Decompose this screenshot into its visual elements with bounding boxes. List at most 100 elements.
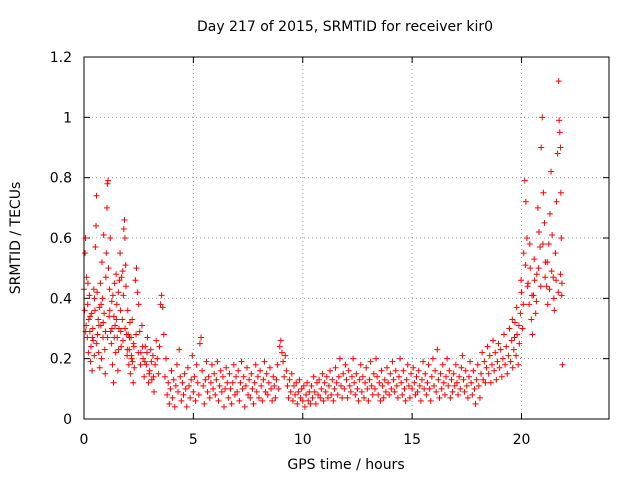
data-point — [175, 388, 182, 395]
data-point — [394, 394, 401, 401]
data-point — [105, 177, 112, 184]
data-point — [161, 373, 168, 380]
data-point — [158, 292, 165, 299]
data-point — [93, 340, 100, 347]
data-point — [293, 379, 300, 386]
y-tick-label: 0.6 — [50, 231, 72, 247]
data-point — [299, 397, 306, 404]
data-point — [163, 355, 170, 362]
data-point — [320, 397, 327, 404]
data-point — [117, 328, 124, 335]
data-point — [184, 364, 191, 371]
data-point — [402, 397, 409, 404]
data-point — [364, 385, 371, 392]
data-point — [381, 376, 388, 383]
data-point — [98, 355, 105, 362]
data-point — [97, 280, 104, 287]
data-point — [495, 340, 502, 347]
data-point — [537, 283, 544, 290]
data-point — [531, 256, 538, 263]
data-point — [215, 397, 222, 404]
data-point — [146, 370, 153, 377]
data-point — [550, 274, 557, 281]
x-tick-label: 5 — [189, 432, 198, 448]
x-tick-label: 0 — [80, 432, 89, 448]
data-point — [118, 274, 125, 281]
data-point — [306, 388, 313, 395]
data-point — [153, 337, 160, 344]
data-point — [131, 364, 138, 371]
data-point — [470, 367, 477, 374]
data-point — [130, 379, 137, 386]
data-point — [94, 289, 101, 296]
data-point — [328, 391, 335, 398]
data-point — [498, 373, 505, 380]
data-point — [143, 361, 150, 368]
data-point — [416, 382, 423, 389]
data-point — [104, 334, 111, 341]
data-point — [93, 222, 100, 229]
data-point — [133, 331, 140, 338]
data-point — [545, 241, 552, 248]
data-point — [544, 259, 551, 266]
data-point — [373, 355, 380, 362]
data-point — [559, 361, 566, 368]
data-point — [553, 277, 560, 284]
data-point — [543, 283, 550, 290]
data-point — [119, 316, 126, 323]
data-point — [224, 379, 231, 386]
data-point — [533, 271, 540, 278]
data-point — [358, 388, 365, 395]
data-point — [181, 370, 188, 377]
data-point — [323, 373, 330, 380]
data-point — [287, 388, 294, 395]
data-point — [315, 391, 322, 398]
data-point — [111, 334, 118, 341]
data-point — [187, 394, 194, 401]
data-point — [140, 355, 147, 362]
data-point — [369, 391, 376, 398]
data-point — [191, 373, 198, 380]
data-point — [436, 394, 443, 401]
data-point — [102, 274, 109, 281]
data-point — [112, 349, 119, 356]
data-point — [457, 385, 464, 392]
data-point — [374, 373, 381, 380]
data-point — [262, 388, 269, 395]
data-point — [216, 382, 223, 389]
data-point — [485, 370, 492, 377]
data-point — [503, 343, 510, 350]
data-point — [501, 331, 507, 338]
data-point — [147, 346, 154, 353]
data-point — [414, 388, 421, 395]
data-point — [229, 379, 236, 386]
data-point — [398, 379, 405, 386]
data-point — [409, 385, 416, 392]
data-point — [261, 358, 268, 365]
data-point — [332, 364, 339, 371]
data-point — [108, 340, 115, 347]
y-tick-labels: 0 0.2 0.4 0.6 0.8 1 1.2 — [50, 50, 72, 428]
data-point — [445, 382, 452, 389]
data-point — [418, 376, 425, 383]
data-point — [433, 388, 440, 395]
data-point — [125, 331, 132, 338]
data-point — [510, 346, 517, 353]
data-point — [318, 385, 325, 392]
data-point — [166, 400, 173, 407]
data-point — [249, 385, 256, 392]
data-point — [82, 250, 89, 257]
data-point — [138, 322, 145, 329]
data-point — [212, 391, 219, 398]
data-point — [383, 364, 390, 371]
data-point — [514, 331, 521, 338]
data-point — [172, 382, 179, 389]
data-point — [135, 349, 142, 356]
data-point — [520, 250, 527, 257]
data-point — [439, 361, 446, 368]
data-point — [169, 394, 176, 401]
data-point — [120, 225, 127, 232]
data-point — [148, 358, 155, 365]
data-point — [260, 376, 267, 383]
data-point — [82, 235, 89, 241]
